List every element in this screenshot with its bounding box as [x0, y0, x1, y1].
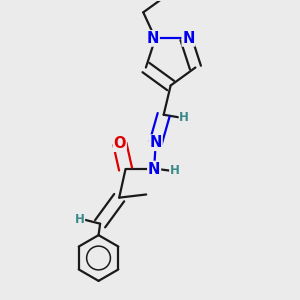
Text: H: H	[179, 111, 189, 124]
Text: N: N	[148, 162, 160, 177]
Text: H: H	[74, 213, 84, 226]
Text: N: N	[149, 135, 162, 150]
Text: N: N	[147, 31, 159, 46]
Text: N: N	[182, 31, 195, 46]
Text: H: H	[170, 164, 180, 177]
Text: O: O	[114, 136, 126, 151]
